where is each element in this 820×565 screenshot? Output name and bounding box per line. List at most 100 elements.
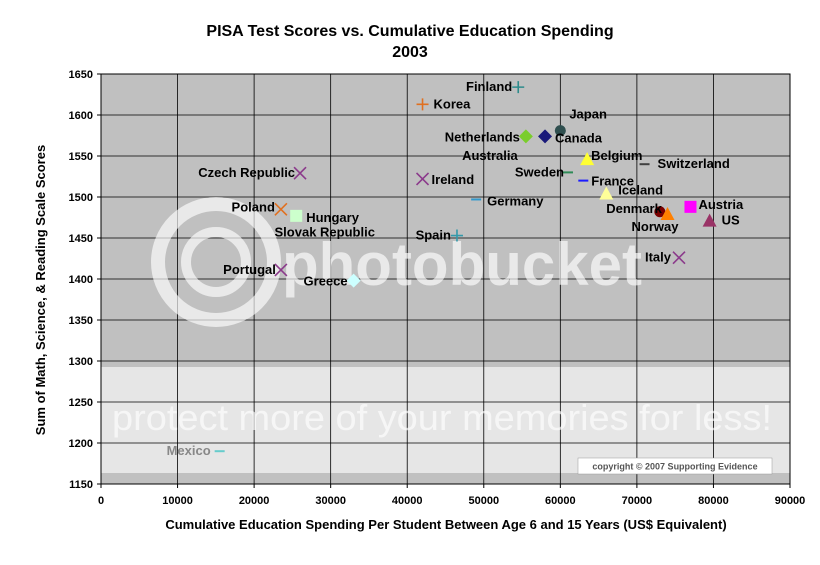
y-tick-label: 1650 [69,69,93,81]
x-marker [415,172,430,186]
x-tick-label: 0 [98,495,104,507]
y-axis-label: Sum of Math, Science, & Reading Scale Sc… [33,145,48,435]
point-label-slovak-republic: Slovak Republic [275,225,375,240]
triangle-marker [580,152,595,166]
y-axis-ticks: 1150 1200 1250 1300 1350 1400 1450 1500 1550 1600… [69,69,101,491]
point-norway: Norway [632,207,680,234]
square-marker [290,209,303,222]
y-tick-label: 1250 [69,397,93,409]
point-us: US [702,213,740,228]
x-tick-label: 10000 [162,495,193,507]
point-label-denmark: Denmark [606,201,662,216]
x-tick-label: 30000 [315,495,346,507]
point-poland: Poland [232,199,288,216]
x-tick-label: 40000 [392,495,423,507]
point-label-us: US [722,213,740,228]
gridlines [100,73,791,485]
point-slovak-republic: Slovak Republic [275,225,375,240]
x-tick-label: 50000 [468,495,499,507]
point-label-belgium: Belgium [591,148,642,163]
x-axis-ticks: 0 10000 20000 30000 40000 50000 60000 70000 8000… [98,484,805,507]
point-label-portugal: Portugal [223,262,276,277]
circle-marker [654,206,666,218]
copyright-box [577,457,773,475]
point-label-greece: Greece [304,274,348,289]
y-tick-label: 1150 [69,479,93,491]
diamond-marker [518,129,533,144]
diamond-marker [346,273,361,288]
y-tick-label: 1350 [69,315,93,327]
circle-marker [554,125,566,137]
point-korea: Korea [416,96,472,111]
y-tick-label: 1550 [69,151,93,163]
watermark-tagline: protect more of your memories for less! [112,397,772,438]
point-label-australia: Australia [462,148,518,163]
point-japan: Japan [554,107,607,137]
point-label-korea: Korea [434,96,472,111]
x-marker [274,202,288,216]
diamond-marker [538,129,553,144]
point-switzerland: Switzerland [639,156,730,171]
point-finland: Finland [466,79,525,94]
point-label-germany: Germany [487,193,544,208]
point-label-sweden: Sweden [515,164,564,179]
point-italy: Italy [645,250,686,265]
point-label-italy: Italy [645,250,672,265]
plus-marker [450,229,463,242]
point-ireland: Ireland [415,172,475,187]
point-czech-republic: Czech Republic [198,165,307,180]
point-austria: Austria [684,197,744,213]
y-tick-label: 1200 [69,438,93,450]
point-hungary: Hungary [290,209,360,225]
y-tick-label: 1300 [69,356,93,368]
y-tick-label: 1500 [69,192,93,204]
photobucket-logo-inner-icon [181,227,251,297]
y-tick-label: 1450 [69,233,93,245]
point-label-poland: Poland [232,199,275,214]
photobucket-logo-icon [151,197,281,327]
watermark: photobucket protect more of your memorie… [112,197,772,438]
x-marker [672,251,686,265]
point-sweden: Sweden [515,164,573,179]
x-tick-label: 20000 [239,495,270,507]
point-denmark: Denmark [606,201,666,218]
point-label-finland: Finland [466,79,512,94]
point-australia: Australia [462,148,518,163]
triangle-marker [660,207,675,221]
point-portugal: Portugal [223,262,288,277]
point-canada: Canada [538,129,603,145]
watermark-brand: photobucket [282,231,642,298]
x-tick-label: 80000 [698,495,729,507]
point-label-norway: Norway [632,219,680,234]
plus-marker [416,98,429,111]
point-label-netherlands: Netherlands [445,129,520,144]
point-label-france: France [591,174,634,189]
point-label-ireland: Ireland [432,172,475,187]
point-label-hungary: Hungary [306,210,360,225]
point-label-austria: Austria [698,197,744,212]
square-marker [684,200,697,213]
point-germany: Germany [471,193,544,208]
point-greece: Greece [304,273,361,289]
x-axis-label: Cumulative Education Spending Per Studen… [165,517,726,532]
copyright-text: copyright © 2007 Supporting Evidence [592,462,757,472]
x-marker [293,166,307,180]
point-iceland: Iceland [599,183,663,200]
triangle-marker [702,213,717,227]
point-mexico: Mexico [167,443,225,458]
x-tick-label: 90000 [775,495,806,507]
point-label-spain: Spain [416,228,451,243]
point-label-japan: Japan [569,107,607,122]
x-tick-label: 70000 [622,495,653,507]
y-tick-label: 1600 [69,110,93,122]
point-label-mexico: Mexico [167,443,211,458]
data-points: Finland Korea Japan Netherlands Canada Austra… [167,79,744,458]
point-spain: Spain [416,228,463,243]
point-netherlands: Netherlands [445,129,533,144]
x-marker [274,263,288,277]
chart-subtitle: 2003 [392,44,428,61]
point-france: France [578,174,634,189]
point-label-iceland: Iceland [618,183,663,198]
x-tick-label: 60000 [545,495,576,507]
